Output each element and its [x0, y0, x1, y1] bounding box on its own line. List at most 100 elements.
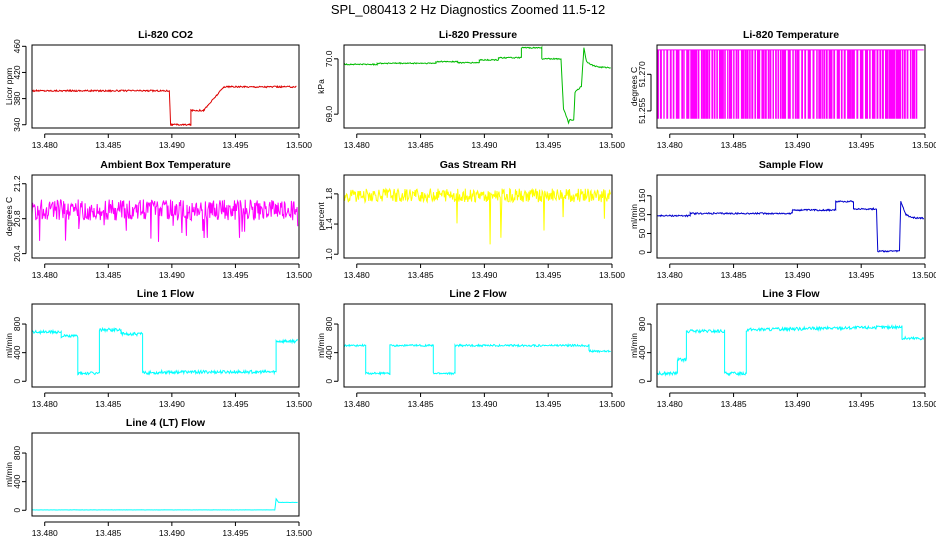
y-tick-label: 20.4 [12, 245, 22, 262]
plot-frame [31, 44, 300, 129]
panel-co2: Li-820 CO2 Licor ppm 13.480 13.485 13.490 13.… [4, 29, 312, 150]
x-tick-label: 13.485 [408, 140, 434, 150]
plot-frame [656, 174, 926, 259]
x-tick-label: 13.480 [657, 399, 683, 409]
y-axis-label: ml/min [629, 204, 639, 229]
series-line-sample-flow [657, 200, 925, 253]
x-tick-label: 13.495 [222, 270, 248, 280]
x-tick-label: 13.500 [599, 140, 625, 150]
y-tick-label: 51.270 [637, 61, 647, 87]
x-tick-label: 13.485 [408, 399, 434, 409]
x-tick-label: 13.490 [471, 140, 497, 150]
y-tick-label: 0 [637, 250, 647, 255]
y-axis-label: ml/min [4, 333, 14, 358]
x-tick-label: 13.480 [344, 140, 370, 150]
y-tick-label: 400 [324, 345, 334, 359]
y-tick-label: 51.255 [637, 98, 647, 124]
panel-title: Line 2 Flow [449, 288, 507, 300]
panel-pressure: Li-820 Pressure kPa 13.480 13.485 13.490 13.4… [316, 29, 625, 150]
plot-frame [31, 174, 300, 259]
y-axis-label: degrees C [629, 67, 639, 106]
panel-title: Ambient Box Temperature [100, 159, 231, 171]
panel-box-temp: Ambient Box Temperature degrees C 13.480 13… [4, 159, 312, 280]
y-tick-label: 1.0 [324, 248, 334, 260]
panel-line2-flow: Line 2 Flow ml/min 13.480 13.485 13.490 13.49… [316, 288, 625, 409]
y-tick-label: 800 [12, 317, 22, 331]
y-tick-label: 50 [637, 228, 647, 238]
x-tick-label: 13.490 [784, 399, 810, 409]
panel-line1-flow: Line 1 Flow ml/min 13.480 13.485 13.490 13.49… [4, 288, 312, 409]
panel-licor-temp: Li-820 Temperature degrees C 13.480 13.485 1… [629, 29, 936, 150]
x-tick-label: 13.480 [32, 270, 58, 280]
series-line-co2 [32, 84, 297, 127]
x-tick-label: 13.495 [222, 528, 248, 538]
x-tick-label: 13.480 [32, 399, 58, 409]
x-tick-label: 13.495 [535, 270, 561, 280]
y-tick-label: 380 [12, 91, 22, 105]
panel-sample-flow: Sample Flow ml/min 13.480 13.485 13.490 13.49… [629, 159, 936, 280]
x-tick-label: 13.490 [471, 270, 497, 280]
plot-frame [656, 44, 926, 129]
x-tick-label: 13.495 [848, 399, 874, 409]
series-line-line3-flow [657, 323, 925, 377]
plot-frame [656, 303, 926, 388]
x-tick-label: 13.485 [95, 399, 121, 409]
x-tick-label: 13.485 [721, 140, 747, 150]
y-axis-label: ml/min [4, 462, 14, 487]
y-tick-label: 400 [637, 345, 647, 359]
y-tick-label: 800 [324, 317, 334, 331]
x-tick-label: 13.495 [848, 140, 874, 150]
x-tick-label: 13.500 [286, 270, 312, 280]
panel-line4-flow: Line 4 (LT) Flow ml/min 13.480 13.485 13.490… [4, 417, 312, 538]
y-tick-label: 400 [12, 345, 22, 359]
panel-rh: Gas Stream RH percent 13.480 13.485 13.490 13… [316, 159, 625, 280]
panel-title: Gas Stream RH [440, 159, 516, 171]
x-tick-label: 13.485 [721, 399, 747, 409]
series-line-rh [344, 187, 612, 245]
x-tick-label: 13.480 [32, 140, 58, 150]
y-tick-label: 400 [12, 474, 22, 488]
panel-line3-flow: Line 3 Flow ml/min 13.480 13.485 13.490 13.49… [629, 288, 936, 409]
y-tick-label: 0 [12, 379, 22, 384]
x-tick-label: 13.485 [721, 270, 747, 280]
plot-frame [343, 44, 613, 129]
x-tick-label: 13.490 [159, 528, 185, 538]
series-line-line4-flow [32, 497, 298, 511]
y-axis-label: Licor ppm [4, 68, 14, 105]
x-tick-label: 13.500 [912, 270, 936, 280]
y-tick-label: 340 [12, 117, 22, 131]
y-tick-label: 100 [637, 207, 647, 221]
y-axis-label: kPa [316, 79, 326, 94]
y-tick-label: 800 [12, 446, 22, 460]
x-tick-label: 13.485 [408, 270, 434, 280]
panel-title: Sample Flow [759, 159, 824, 171]
y-tick-label: 0 [637, 379, 647, 384]
y-tick-label: 1.8 [324, 188, 334, 200]
plot-frame [343, 174, 613, 259]
x-tick-label: 13.500 [286, 399, 312, 409]
x-tick-label: 13.490 [159, 399, 185, 409]
series-line-licor-temp [657, 49, 924, 119]
x-tick-label: 13.500 [286, 528, 312, 538]
x-tick-label: 13.495 [222, 399, 248, 409]
panel-title: Line 1 Flow [137, 288, 195, 300]
x-tick-label: 13.480 [657, 270, 683, 280]
y-tick-label: 21.2 [12, 175, 22, 192]
series-line-line1-flow [32, 326, 299, 376]
x-tick-label: 13.490 [784, 140, 810, 150]
x-tick-label: 13.490 [159, 140, 185, 150]
x-tick-label: 13.490 [471, 399, 497, 409]
x-tick-label: 13.485 [95, 140, 121, 150]
y-tick-label: 460 [12, 39, 22, 53]
y-tick-label: 150 [637, 188, 647, 202]
figure-title: SPL_080413 2 Hz Diagnostics Zoomed 11.5-… [330, 2, 606, 17]
series-line-box-temp [32, 199, 299, 242]
y-axis-label: ml/min [629, 333, 639, 358]
x-tick-label: 13.480 [32, 528, 58, 538]
y-tick-label: 0 [12, 508, 22, 513]
x-tick-label: 13.485 [95, 270, 121, 280]
panel-title: Li-820 Pressure [439, 29, 517, 41]
y-axis-label: ml/min [316, 333, 326, 358]
y-axis-label: percent [316, 202, 326, 231]
